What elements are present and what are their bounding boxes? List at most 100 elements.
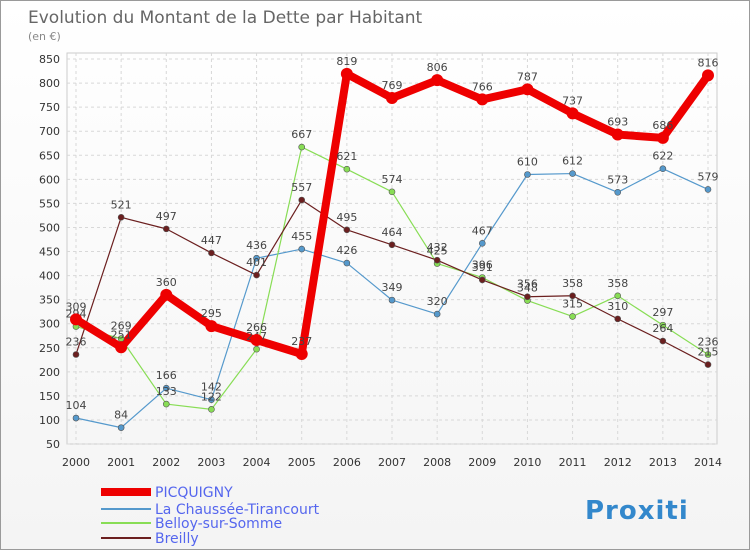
data-point [208, 396, 215, 404]
data-label: 358 [562, 277, 583, 290]
data-label: 122 [201, 390, 222, 403]
data-point [614, 189, 622, 196]
legend-label: Breilly [155, 531, 199, 547]
x-tick-label: 2002 [152, 456, 180, 469]
y-tick-label: 600 [39, 173, 60, 186]
data-label: 396 [472, 258, 493, 271]
data-point [659, 165, 667, 173]
chart-subtitle: (en €) [28, 30, 61, 43]
data-label: 766 [472, 80, 493, 93]
data-label: 579 [698, 170, 719, 183]
data-label: 819 [336, 55, 357, 68]
data-label: 769 [382, 79, 403, 92]
y-tick-label: 700 [39, 125, 60, 138]
data-point [72, 414, 80, 422]
data-label: 612 [562, 155, 583, 168]
data-point [521, 83, 534, 96]
data-label: 142 [201, 381, 222, 394]
data-point [253, 271, 260, 279]
data-label: 266 [246, 321, 267, 334]
data-label: 495 [336, 211, 357, 224]
data-point [614, 292, 622, 300]
data-label: 574 [382, 173, 403, 186]
legend-label: PICQUIGNY [155, 485, 233, 501]
x-tick-label: 2012 [604, 456, 632, 469]
data-point [704, 351, 712, 358]
x-tick-label: 2001 [107, 456, 135, 469]
data-point [659, 337, 667, 345]
data-label: 686 [652, 119, 673, 132]
data-label: 447 [201, 234, 222, 247]
data-point [433, 310, 441, 318]
legend-label: Belloy-sur-Somme [155, 516, 282, 532]
data-point [388, 241, 396, 249]
y-tick-label: 200 [39, 366, 60, 379]
y-tick-label: 150 [39, 390, 60, 403]
data-point [117, 214, 125, 221]
data-label: 426 [336, 244, 357, 257]
data-label: 622 [652, 150, 673, 163]
data-point [208, 406, 215, 413]
data-label: 621 [336, 150, 357, 163]
data-point [524, 171, 531, 178]
data-point [162, 384, 170, 392]
x-tick-label: 2008 [423, 456, 451, 469]
x-tick-label: 2006 [333, 456, 361, 469]
data-point [250, 334, 263, 347]
data-point [478, 240, 486, 247]
data-point [340, 67, 353, 80]
data-label: 573 [607, 173, 628, 186]
data-point [386, 91, 398, 104]
data-label: 806 [427, 61, 448, 74]
data-point [524, 293, 531, 301]
data-label: 425 [427, 245, 448, 258]
data-point [704, 361, 712, 368]
data-point [478, 276, 486, 284]
data-label: 401 [246, 256, 267, 269]
data-point [566, 107, 579, 120]
data-label: 309 [66, 300, 87, 313]
y-tick-label: 650 [39, 149, 60, 162]
logo-text: Proxiti [585, 496, 689, 526]
y-tick-label: 850 [39, 53, 60, 66]
x-tick-label: 2013 [649, 456, 677, 469]
data-label: 610 [517, 156, 538, 169]
data-label: 236 [698, 335, 719, 348]
data-point [115, 341, 128, 354]
y-tick-label: 800 [39, 77, 60, 90]
data-label: 297 [652, 306, 673, 319]
data-point [205, 320, 218, 333]
data-label: 166 [156, 369, 177, 382]
data-point [702, 69, 714, 82]
data-point [388, 188, 396, 196]
data-label: 348 [517, 282, 538, 295]
x-tick-label: 2004 [243, 456, 271, 469]
data-label: 787 [517, 70, 538, 83]
data-point [160, 288, 173, 301]
data-label: 320 [427, 295, 448, 308]
data-point [656, 131, 669, 144]
data-label: 467 [472, 224, 493, 237]
data-point [295, 348, 308, 361]
x-tick-label: 2000 [62, 456, 90, 469]
data-point [117, 424, 125, 431]
data-label: 264 [652, 322, 673, 335]
data-point [253, 345, 260, 353]
data-point [343, 259, 351, 267]
data-label: 215 [698, 346, 719, 359]
y-tick-label: 750 [39, 101, 60, 114]
grid [66, 52, 718, 445]
y-tick-label: 300 [39, 318, 60, 331]
data-label: 236 [66, 335, 87, 348]
data-point [343, 226, 351, 234]
data-point [162, 400, 170, 408]
data-label: 557 [291, 181, 312, 194]
x-tick-label: 2014 [694, 456, 722, 469]
data-point [208, 249, 215, 257]
data-label: 391 [472, 261, 493, 274]
y-tick-label: 550 [39, 197, 60, 210]
data-label: 295 [201, 307, 222, 320]
